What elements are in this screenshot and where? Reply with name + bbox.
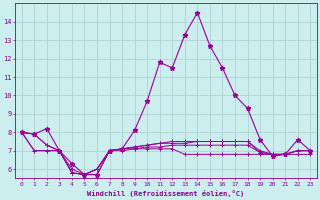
X-axis label: Windchill (Refroidissement éolien,°C): Windchill (Refroidissement éolien,°C)	[87, 190, 244, 197]
